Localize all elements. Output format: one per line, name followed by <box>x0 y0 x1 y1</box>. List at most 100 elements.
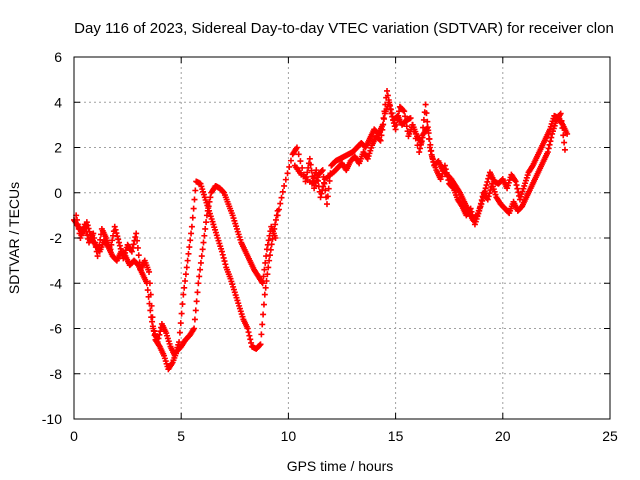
data-point-marker <box>263 277 270 284</box>
data-point-marker <box>181 284 188 291</box>
data-point-marker <box>245 329 252 336</box>
data-point-marker <box>324 193 331 200</box>
data-point-marker <box>247 336 254 343</box>
x-axis-label: GPS time / hours <box>287 458 394 474</box>
data-point-marker <box>156 331 163 338</box>
data-point-marker <box>265 264 272 271</box>
data-point-marker <box>135 252 142 259</box>
data-point-marker <box>187 237 194 244</box>
data-point-marker <box>180 291 187 298</box>
data-point-marker <box>418 138 425 145</box>
data-point-marker <box>547 138 554 145</box>
data-point-marker <box>299 164 306 171</box>
data-point-marker <box>306 155 313 162</box>
data-point-marker <box>191 316 198 323</box>
data-point-marker <box>262 284 269 291</box>
data-point-marker <box>192 307 199 314</box>
data-point-marker <box>200 239 207 246</box>
data-point-marker <box>477 200 484 207</box>
data-point-marker <box>319 167 326 174</box>
data-point-marker <box>487 187 494 194</box>
data-point-marker <box>317 194 324 201</box>
data-point-marker <box>557 110 564 117</box>
data-point-marker <box>376 136 383 143</box>
data-point-marker <box>146 268 153 275</box>
data-points <box>71 87 571 373</box>
data-point-marker <box>423 110 430 117</box>
data-point-marker <box>262 259 269 266</box>
data-point-marker <box>482 185 489 192</box>
data-point-marker <box>263 253 270 260</box>
data-point-marker <box>191 196 198 203</box>
data-point-marker <box>548 134 555 141</box>
data-point-marker <box>144 287 151 294</box>
data-point-marker <box>188 230 195 237</box>
data-point-marker <box>407 115 414 122</box>
data-point-marker <box>387 106 394 113</box>
data-point-marker <box>90 230 97 237</box>
data-point-marker <box>134 237 141 244</box>
data-point-marker <box>193 298 200 305</box>
data-point-marker <box>274 212 281 219</box>
data-point-marker <box>199 246 206 253</box>
data-point-marker <box>282 176 289 183</box>
data-point-marker <box>313 167 320 174</box>
data-series <box>71 182 279 373</box>
data-point-marker <box>220 254 227 261</box>
data-point-marker <box>177 320 184 327</box>
data-point-marker <box>379 126 386 133</box>
data-point-marker <box>478 196 485 203</box>
data-point-marker <box>197 259 204 266</box>
data-point-marker <box>221 258 228 265</box>
data-point-marker <box>284 170 291 177</box>
data-point-marker <box>246 332 253 339</box>
data-point-marker <box>269 235 276 242</box>
data-point-marker <box>189 214 196 221</box>
data-point-marker <box>128 248 135 255</box>
data-point-marker <box>260 273 267 280</box>
data-point-marker <box>427 141 434 148</box>
data-point-marker <box>116 239 123 246</box>
data-point-marker <box>485 193 492 200</box>
data-point-marker <box>512 178 519 185</box>
data-point-marker <box>320 179 327 186</box>
data-point-marker <box>442 166 449 173</box>
data-point-marker <box>178 310 185 317</box>
data-point-marker <box>477 204 484 211</box>
data-point-marker <box>561 146 568 153</box>
data-point-marker <box>188 223 195 230</box>
data-point-marker <box>74 216 81 223</box>
y-tick-label: -2 <box>50 230 63 246</box>
data-point-marker <box>83 228 90 235</box>
data-point-marker <box>197 266 204 273</box>
data-point-marker <box>75 225 82 232</box>
data-point-marker <box>417 141 424 148</box>
data-point-marker <box>428 147 435 154</box>
data-point-marker <box>564 130 571 137</box>
data-point-marker <box>558 117 565 124</box>
data-point-marker <box>146 280 153 287</box>
data-point-marker <box>445 177 452 184</box>
x-tick-labels: 0 5 10 15 20 25 <box>70 428 618 444</box>
data-point-marker <box>486 190 493 197</box>
data-point-marker <box>195 280 202 287</box>
data-point-marker <box>484 196 491 203</box>
data-point-marker <box>544 149 551 156</box>
data-point-marker <box>179 301 186 308</box>
data-point-marker <box>484 178 491 185</box>
data-point-marker <box>393 121 400 128</box>
y-tick-label: -4 <box>50 275 63 291</box>
data-point-marker <box>114 233 121 240</box>
data-point-marker <box>514 185 521 192</box>
x-tick-label: 0 <box>70 428 78 444</box>
data-point-marker <box>469 211 476 218</box>
data-point-marker <box>194 289 201 296</box>
data-point-marker <box>149 314 156 321</box>
data-point-marker <box>257 341 264 348</box>
data-point-marker <box>419 134 426 141</box>
data-point-marker <box>118 249 125 256</box>
data-point-marker <box>422 101 429 108</box>
data-point-marker <box>206 198 213 205</box>
data-point-marker <box>293 144 300 151</box>
data-point-marker <box>207 194 214 201</box>
